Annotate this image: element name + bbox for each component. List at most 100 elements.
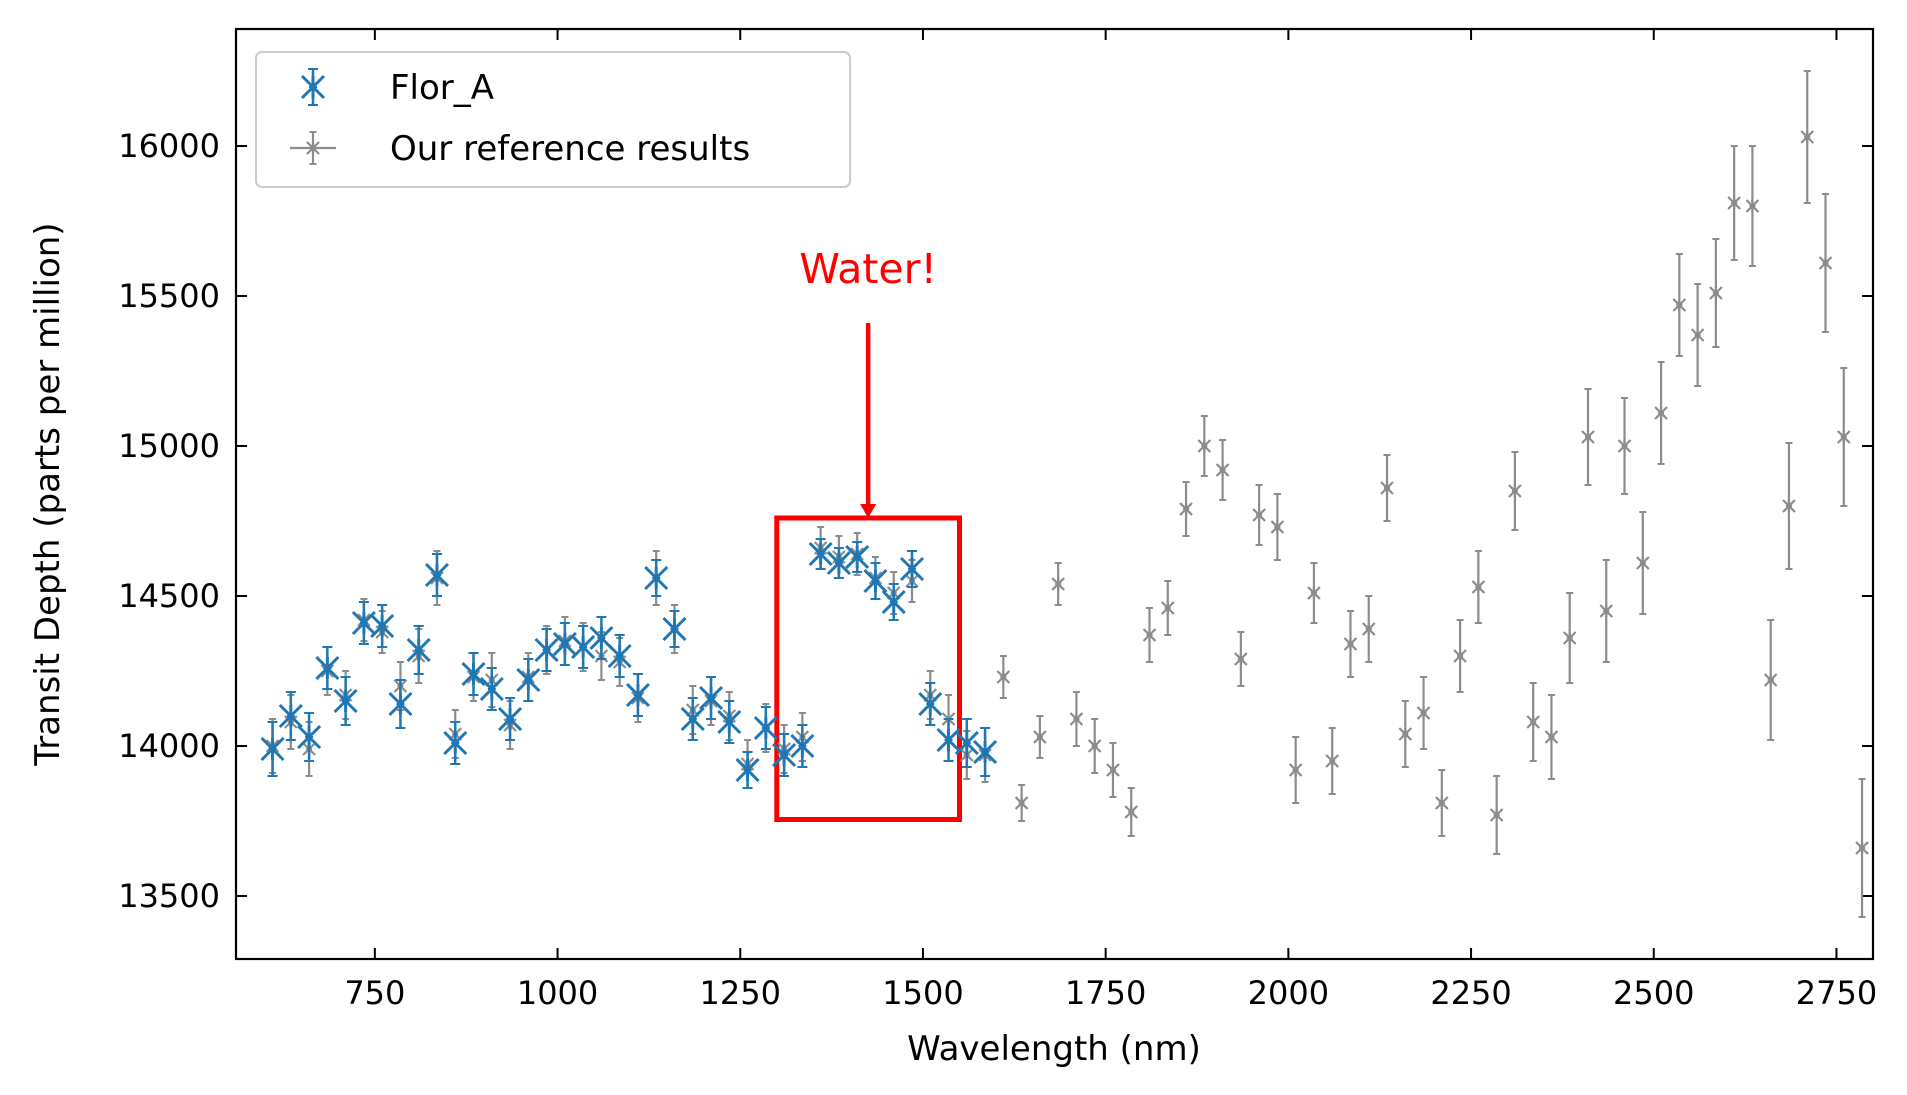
reference-point	[1215, 439, 1230, 501]
flor-a-point	[479, 667, 504, 711]
reference-point	[306, 131, 320, 165]
reference-point	[1636, 511, 1650, 615]
reference-point	[1179, 481, 1193, 537]
reference-point	[1398, 700, 1413, 768]
reference-point	[1855, 778, 1869, 918]
flor-a-point	[698, 676, 724, 720]
flor-a-point	[497, 697, 523, 741]
flor-a-point	[534, 628, 559, 672]
water-highlight-box	[774, 515, 962, 822]
flor-a-point	[790, 724, 815, 768]
x-tick-label: 2250	[1430, 974, 1511, 1012]
reference-point	[1727, 145, 1741, 261]
reference-point	[1416, 676, 1431, 750]
flor-a-point	[680, 697, 705, 741]
reference-point	[1836, 367, 1851, 507]
flor-a-point	[826, 547, 851, 579]
reference-point	[1581, 388, 1595, 486]
reference-point	[1562, 592, 1577, 684]
flor-a-point	[717, 700, 742, 744]
flor-a-point	[300, 68, 326, 106]
legend-marker-reference	[290, 131, 336, 165]
y-tick-label: 13500	[118, 877, 220, 915]
series-reference	[265, 70, 1869, 918]
flor-a-point	[315, 646, 340, 690]
y-tick-label: 14500	[118, 577, 220, 615]
flor-a-point	[461, 652, 486, 696]
flor-a-point	[260, 721, 285, 777]
y-axis-label: Transit Depth (parts per million)	[28, 222, 68, 766]
flor-a-point	[662, 610, 687, 648]
reference-point	[1325, 727, 1339, 795]
flor-a-point	[954, 718, 979, 768]
flor-a-point	[936, 718, 961, 762]
reference-point	[1288, 736, 1303, 804]
flor-a-point	[772, 733, 797, 777]
series-layer	[260, 70, 1869, 918]
reference-point	[1343, 610, 1358, 678]
reference-point	[1654, 361, 1668, 465]
reference-point	[1763, 619, 1778, 741]
y-tick-label: 15500	[118, 277, 220, 315]
flor-a-point	[625, 673, 651, 717]
flor-a-point	[278, 691, 303, 741]
reference-point	[1617, 397, 1632, 495]
legend-marker-flor-a	[300, 68, 326, 106]
reference-point	[1599, 559, 1614, 663]
legend-frame	[255, 51, 851, 188]
reference-point	[1745, 145, 1760, 267]
y-tick-label: 16000	[118, 127, 220, 165]
flor-a-point	[644, 559, 669, 597]
reference-point	[1380, 454, 1394, 522]
annotation: Water!	[774, 245, 962, 822]
reference-point	[1069, 691, 1084, 747]
reference-point	[1435, 769, 1449, 837]
reference-point	[1270, 493, 1285, 561]
reference-point	[1106, 742, 1120, 798]
plot-frame	[234, 27, 1875, 961]
legend-label-flor-a: Flor_A	[390, 68, 494, 108]
reference-point	[1361, 595, 1376, 663]
y-tick-label: 14000	[118, 727, 220, 765]
flor-a-point	[406, 625, 431, 675]
legend-label-reference: Our reference results	[390, 129, 750, 169]
flor-a-point	[333, 676, 358, 726]
reference-point	[1471, 550, 1486, 624]
reference-point	[1690, 283, 1705, 387]
reference-point	[1252, 484, 1266, 546]
reference-point	[1142, 607, 1157, 663]
flor-a-point	[424, 553, 450, 597]
flor-a-point	[607, 634, 632, 678]
x-tick-label: 2750	[1796, 974, 1877, 1012]
reference-point	[1307, 562, 1321, 624]
flor-a-point	[351, 601, 376, 645]
reference-point	[1160, 580, 1175, 636]
flor-a-point	[845, 541, 870, 573]
flor-a-point	[516, 658, 541, 702]
reference-point	[1453, 619, 1467, 693]
reference-point	[1087, 718, 1102, 774]
reference-point	[1800, 70, 1815, 204]
reference-point	[1709, 238, 1723, 348]
reference-point	[996, 655, 1011, 699]
flor-a-point	[370, 604, 395, 648]
flor-a-point	[899, 550, 925, 588]
x-tick-label: 1000	[517, 974, 598, 1012]
y-tick-label: 15000	[118, 427, 220, 465]
axis-ticks	[236, 29, 1873, 959]
x-tick-label: 2000	[1248, 974, 1329, 1012]
flor-a-point	[808, 538, 833, 570]
legend: Flor_A Our reference results	[255, 51, 851, 188]
reference-point	[1197, 415, 1212, 477]
reference-point	[1544, 694, 1559, 780]
reference-point	[1672, 253, 1687, 357]
flor-a-point	[863, 562, 888, 600]
flor-a-point	[571, 625, 596, 669]
reference-point	[1051, 562, 1065, 606]
flor-a-point	[753, 706, 778, 750]
flor-a-point	[443, 721, 468, 765]
x-tick-label: 1500	[882, 974, 963, 1012]
reference-point	[1033, 715, 1047, 759]
x-tick-label: 1750	[1065, 974, 1146, 1012]
